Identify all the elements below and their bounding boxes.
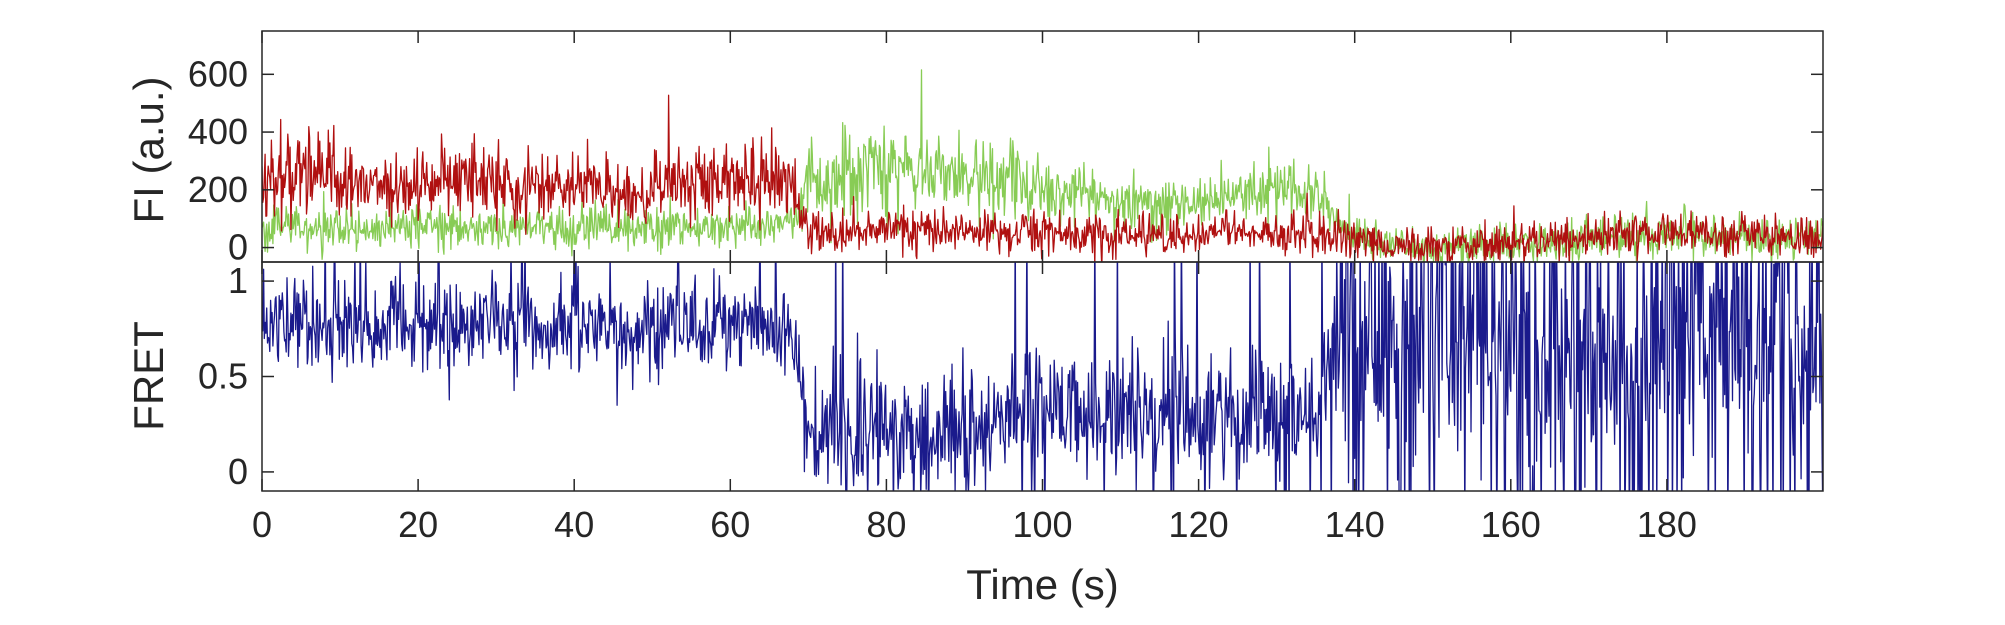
y-axis-label: FRET	[125, 321, 172, 431]
acceptor-trace	[262, 69, 1823, 262]
x-tick-label: 140	[1325, 504, 1385, 545]
x-tick-label: 80	[866, 504, 906, 545]
fret-trace	[262, 262, 1823, 491]
y-tick-label: 0	[228, 227, 248, 268]
y-tick-label: 400	[188, 111, 248, 152]
y-tick-label: 600	[188, 53, 248, 94]
x-tick-label: 40	[554, 504, 594, 545]
y-tick-label: 200	[188, 169, 248, 210]
fret-panel: 0 0.5 1 0 20 40 60 80 100 120 140 160 180 FRET Time (s…	[125, 260, 1824, 608]
fluorescence-panel: 0 200 400 600 FI (a.u.)	[125, 30, 1824, 268]
x-axis-label: Time (s)	[966, 561, 1118, 608]
x-tick-label: 100	[1012, 504, 1072, 545]
x-tick-label: 60	[710, 504, 750, 545]
y-axis-label: FI (a.u.)	[125, 76, 172, 223]
y-tick-label: 0	[228, 451, 248, 492]
x-tick-label: 0	[252, 504, 272, 545]
y-tick-label: 1	[228, 260, 248, 301]
x-tick-label: 180	[1637, 504, 1697, 545]
x-tick-label: 120	[1169, 504, 1229, 545]
y-tick-label: 0.5	[198, 356, 248, 397]
x-tick-label: 20	[398, 504, 438, 545]
donor-trace	[262, 94, 1823, 262]
x-tick-label: 160	[1481, 504, 1541, 545]
